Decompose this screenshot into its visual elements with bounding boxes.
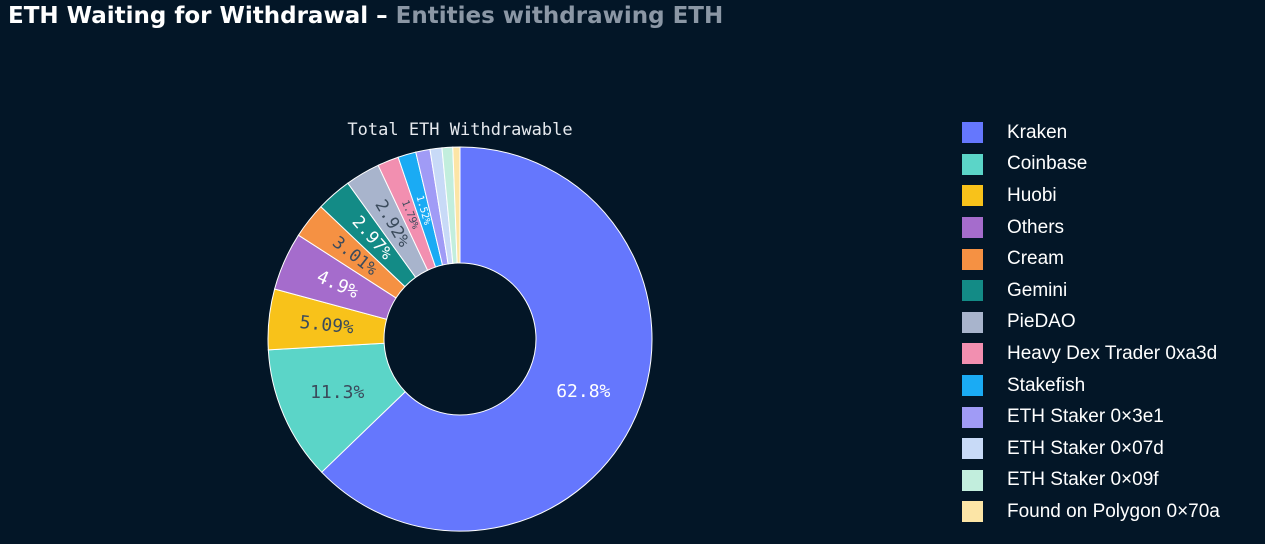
legend-label: Stakefish: [1007, 374, 1086, 396]
legend-label: ETH Staker 0×3e1: [1007, 406, 1164, 428]
legend-swatch: [962, 280, 983, 302]
legend-item-found-on-polygon-0-70a[interactable]: Found on Polygon 0×70a: [962, 496, 1220, 528]
legend-swatch: [962, 501, 983, 523]
legend-label: Heavy Dex Trader 0xa3d: [1007, 342, 1218, 364]
legend-item-cream[interactable]: Cream: [962, 243, 1220, 275]
legend-item-kraken[interactable]: Kraken: [962, 117, 1220, 149]
legend-item-others[interactable]: Others: [962, 212, 1220, 244]
legend-label: Others: [1007, 216, 1065, 238]
legend-item-coinbase[interactable]: Coinbase: [962, 149, 1220, 181]
chart-title: Total ETH Withdrawable: [347, 120, 572, 140]
legend-label: Found on Polygon 0×70a: [1007, 500, 1220, 522]
legend-item-gemini[interactable]: Gemini: [962, 275, 1220, 307]
legend-item-huobi[interactable]: Huobi: [962, 180, 1220, 212]
legend-swatch: [962, 438, 983, 460]
legend-label: Cream: [1007, 248, 1065, 270]
legend-swatch: [962, 185, 983, 207]
legend-swatch: [962, 375, 983, 397]
legend-label: Kraken: [1007, 121, 1068, 143]
legend-label: ETH Staker 0×09f: [1007, 469, 1159, 491]
legend-label: Gemini: [1007, 279, 1068, 301]
legend-swatch: [962, 122, 983, 144]
slice-kraken[interactable]: [320, 146, 653, 532]
legend-item-stakefish[interactable]: Stakefish: [962, 370, 1220, 402]
page-header: ETH Waiting for Withdrawal – Entities wi…: [8, 3, 723, 29]
legend-swatch: [962, 217, 983, 239]
legend-label: Huobi: [1007, 184, 1057, 206]
legend-swatch: [962, 469, 983, 491]
title-separator: –: [376, 3, 388, 29]
legend-swatch: [962, 311, 983, 333]
legend-label: ETH Staker 0×07d: [1007, 437, 1164, 459]
slice-label-coinbase: 11.3%: [310, 382, 364, 403]
legend-swatch: [962, 406, 983, 428]
legend-label: Coinbase: [1007, 153, 1088, 175]
legend-swatch: [962, 248, 983, 270]
legend: Kraken Coinbase Huobi Others Cream Gemini PieD…: [962, 117, 1220, 528]
donut-slices: [267, 146, 653, 532]
donut-chart: Total ETH Withdrawable 62.8%11.3%5.09%4.…: [267, 120, 653, 532]
legend-swatch: [962, 153, 983, 175]
legend-label: PieDAO: [1007, 311, 1076, 333]
slice-label-kraken: 62.8%: [556, 381, 610, 402]
slice-found-on-polygon-0-70a[interactable]: [452, 146, 461, 264]
legend-item-eth-staker-0-3e1[interactable]: ETH Staker 0×3e1: [962, 401, 1220, 433]
legend-item-eth-staker-0-07d[interactable]: ETH Staker 0×07d: [962, 433, 1220, 465]
page-title: ETH Waiting for Withdrawal: [8, 3, 369, 29]
page-subtitle: Entities withdrawing ETH: [395, 3, 724, 29]
legend-item-piedao[interactable]: PieDAO: [962, 307, 1220, 339]
legend-swatch: [962, 343, 983, 365]
legend-item-eth-staker-0-09f[interactable]: ETH Staker 0×09f: [962, 465, 1220, 497]
legend-item-heavy-dex-trader-0xa3d[interactable]: Heavy Dex Trader 0xa3d: [962, 338, 1220, 370]
